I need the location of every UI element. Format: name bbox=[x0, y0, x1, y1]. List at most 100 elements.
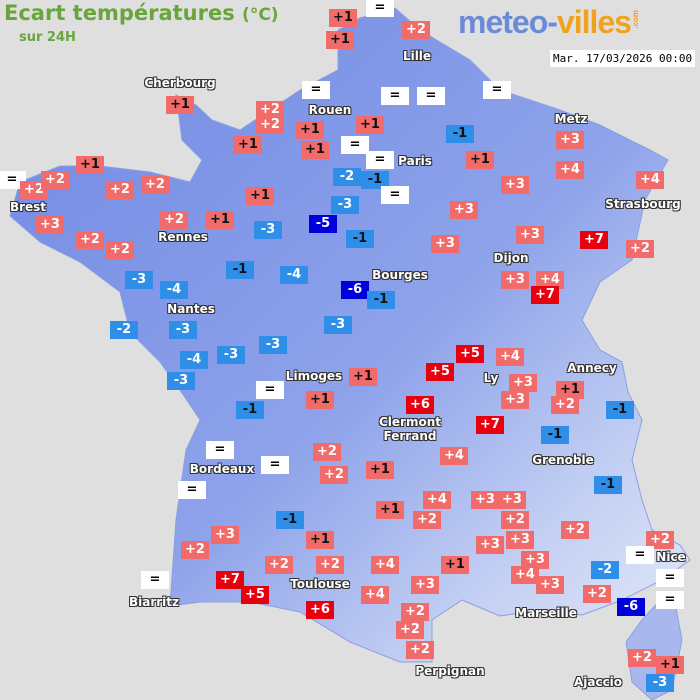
temperature-anomaly-marker[interactable]: = bbox=[0, 171, 26, 189]
temperature-anomaly-marker[interactable]: +1 bbox=[349, 368, 377, 386]
temperature-anomaly-marker[interactable]: -1 bbox=[236, 401, 264, 419]
temperature-anomaly-marker[interactable]: -1 bbox=[446, 125, 474, 143]
temperature-anomaly-marker[interactable]: -5 bbox=[309, 215, 337, 233]
temperature-anomaly-marker[interactable]: +2 bbox=[551, 396, 579, 414]
temperature-anomaly-marker[interactable]: -1 bbox=[226, 261, 254, 279]
temperature-anomaly-marker[interactable]: +3 bbox=[476, 536, 504, 554]
temperature-anomaly-marker[interactable]: -1 bbox=[361, 171, 389, 189]
temperature-anomaly-marker[interactable]: = bbox=[341, 136, 369, 154]
temperature-anomaly-marker[interactable]: +7 bbox=[216, 571, 244, 589]
temperature-anomaly-marker[interactable]: +2 bbox=[106, 181, 134, 199]
temperature-anomaly-marker[interactable]: -3 bbox=[646, 674, 674, 692]
temperature-anomaly-marker[interactable]: -3 bbox=[331, 196, 359, 214]
temperature-anomaly-marker[interactable]: +6 bbox=[306, 601, 334, 619]
temperature-anomaly-marker[interactable]: +3 bbox=[211, 526, 239, 544]
temperature-anomaly-marker[interactable]: = bbox=[417, 87, 445, 105]
temperature-anomaly-marker[interactable]: +3 bbox=[536, 576, 564, 594]
temperature-anomaly-marker[interactable]: +1 bbox=[466, 151, 494, 169]
temperature-anomaly-marker[interactable]: = bbox=[256, 381, 284, 399]
temperature-anomaly-marker[interactable]: +1 bbox=[246, 187, 274, 205]
temperature-anomaly-marker[interactable]: +4 bbox=[440, 447, 468, 465]
temperature-anomaly-marker[interactable]: -1 bbox=[606, 401, 634, 419]
temperature-anomaly-marker[interactable]: +1 bbox=[206, 211, 234, 229]
temperature-anomaly-marker[interactable]: -6 bbox=[341, 281, 369, 299]
temperature-anomaly-marker[interactable]: +1 bbox=[441, 556, 469, 574]
temperature-anomaly-marker[interactable]: +7 bbox=[531, 286, 559, 304]
temperature-anomaly-marker[interactable]: +1 bbox=[556, 381, 584, 399]
temperature-anomaly-marker[interactable]: +4 bbox=[496, 348, 524, 366]
temperature-anomaly-marker[interactable]: +3 bbox=[516, 226, 544, 244]
temperature-anomaly-marker[interactable]: +2 bbox=[646, 531, 674, 549]
temperature-anomaly-marker[interactable]: +3 bbox=[450, 201, 478, 219]
temperature-anomaly-marker[interactable]: +3 bbox=[498, 491, 526, 509]
temperature-anomaly-marker[interactable]: +2 bbox=[41, 171, 69, 189]
temperature-anomaly-marker[interactable]: +3 bbox=[509, 374, 537, 392]
temperature-anomaly-marker[interactable]: +2 bbox=[265, 556, 293, 574]
temperature-anomaly-marker[interactable]: +2 bbox=[413, 511, 441, 529]
temperature-anomaly-marker[interactable]: +2 bbox=[181, 541, 209, 559]
temperature-anomaly-marker[interactable]: +1 bbox=[656, 656, 684, 674]
temperature-anomaly-marker[interactable]: +4 bbox=[556, 161, 584, 179]
temperature-anomaly-marker[interactable]: +4 bbox=[636, 171, 664, 189]
temperature-anomaly-marker[interactable]: = bbox=[206, 441, 234, 459]
temperature-anomaly-marker[interactable]: +1 bbox=[301, 141, 329, 159]
temperature-anomaly-marker[interactable]: -1 bbox=[367, 291, 395, 309]
temperature-anomaly-marker[interactable]: +2 bbox=[76, 231, 104, 249]
temperature-anomaly-marker[interactable]: -3 bbox=[259, 336, 287, 354]
temperature-anomaly-marker[interactable]: +3 bbox=[521, 551, 549, 569]
temperature-anomaly-marker[interactable]: +5 bbox=[456, 345, 484, 363]
temperature-anomaly-marker[interactable]: = bbox=[381, 186, 409, 204]
temperature-anomaly-marker[interactable]: = bbox=[656, 591, 684, 609]
meteo-villes-logo[interactable]: meteo-villes.com bbox=[458, 4, 640, 41]
temperature-anomaly-marker[interactable]: -3 bbox=[217, 346, 245, 364]
temperature-anomaly-marker[interactable]: +3 bbox=[501, 391, 529, 409]
temperature-anomaly-marker[interactable]: +1 bbox=[166, 96, 194, 114]
temperature-anomaly-marker[interactable]: -1 bbox=[594, 476, 622, 494]
temperature-anomaly-marker[interactable]: +1 bbox=[376, 501, 404, 519]
temperature-anomaly-marker[interactable]: +2 bbox=[256, 101, 284, 119]
temperature-anomaly-marker[interactable]: +2 bbox=[160, 211, 188, 229]
temperature-anomaly-marker[interactable]: +4 bbox=[536, 271, 564, 289]
temperature-anomaly-marker[interactable]: +1 bbox=[366, 461, 394, 479]
temperature-anomaly-marker[interactable]: -1 bbox=[541, 426, 569, 444]
temperature-anomaly-marker[interactable]: +2 bbox=[628, 649, 656, 667]
temperature-anomaly-marker[interactable]: +2 bbox=[401, 603, 429, 621]
temperature-anomaly-marker[interactable]: +1 bbox=[356, 116, 384, 134]
temperature-anomaly-marker[interactable]: = bbox=[656, 569, 684, 587]
temperature-anomaly-marker[interactable]: +3 bbox=[471, 491, 499, 509]
temperature-anomaly-marker[interactable]: = bbox=[366, 151, 394, 169]
temperature-anomaly-marker[interactable]: -1 bbox=[346, 230, 374, 248]
temperature-anomaly-marker[interactable]: +2 bbox=[501, 511, 529, 529]
temperature-anomaly-marker[interactable]: +3 bbox=[411, 576, 439, 594]
temperature-anomaly-marker[interactable]: +4 bbox=[423, 491, 451, 509]
temperature-anomaly-marker[interactable]: +4 bbox=[511, 566, 539, 584]
temperature-anomaly-marker[interactable]: +2 bbox=[320, 466, 348, 484]
temperature-anomaly-marker[interactable]: +1 bbox=[76, 156, 104, 174]
temperature-anomaly-marker[interactable]: +2 bbox=[396, 621, 424, 639]
temperature-anomaly-marker[interactable]: +3 bbox=[556, 131, 584, 149]
temperature-anomaly-marker[interactable]: +5 bbox=[241, 586, 269, 604]
temperature-anomaly-marker[interactable]: +2 bbox=[583, 585, 611, 603]
temperature-anomaly-marker[interactable]: +1 bbox=[306, 391, 334, 409]
temperature-anomaly-marker[interactable]: +1 bbox=[326, 31, 354, 49]
temperature-anomaly-marker[interactable]: = bbox=[626, 546, 654, 564]
temperature-anomaly-marker[interactable]: +1 bbox=[329, 9, 357, 27]
temperature-anomaly-marker[interactable]: +7 bbox=[580, 231, 608, 249]
temperature-anomaly-marker[interactable]: +2 bbox=[141, 176, 169, 194]
temperature-anomaly-marker[interactable]: +2 bbox=[106, 241, 134, 259]
temperature-anomaly-marker[interactable]: +3 bbox=[501, 271, 529, 289]
temperature-anomaly-marker[interactable]: = bbox=[381, 87, 409, 105]
temperature-anomaly-marker[interactable]: +1 bbox=[306, 531, 334, 549]
temperature-anomaly-marker[interactable]: -3 bbox=[169, 321, 197, 339]
temperature-anomaly-marker[interactable]: -4 bbox=[160, 281, 188, 299]
temperature-anomaly-marker[interactable]: +2 bbox=[406, 641, 434, 659]
temperature-anomaly-marker[interactable]: +3 bbox=[501, 176, 529, 194]
temperature-anomaly-marker[interactable]: +2 bbox=[256, 116, 284, 134]
temperature-anomaly-marker[interactable]: +5 bbox=[426, 363, 454, 381]
temperature-anomaly-marker[interactable]: +1 bbox=[296, 121, 324, 139]
temperature-anomaly-marker[interactable]: = bbox=[483, 81, 511, 99]
temperature-anomaly-marker[interactable]: -4 bbox=[280, 266, 308, 284]
temperature-anomaly-marker[interactable]: -2 bbox=[333, 168, 361, 186]
temperature-anomaly-marker[interactable]: +2 bbox=[402, 21, 430, 39]
temperature-anomaly-marker[interactable]: +2 bbox=[626, 240, 654, 258]
